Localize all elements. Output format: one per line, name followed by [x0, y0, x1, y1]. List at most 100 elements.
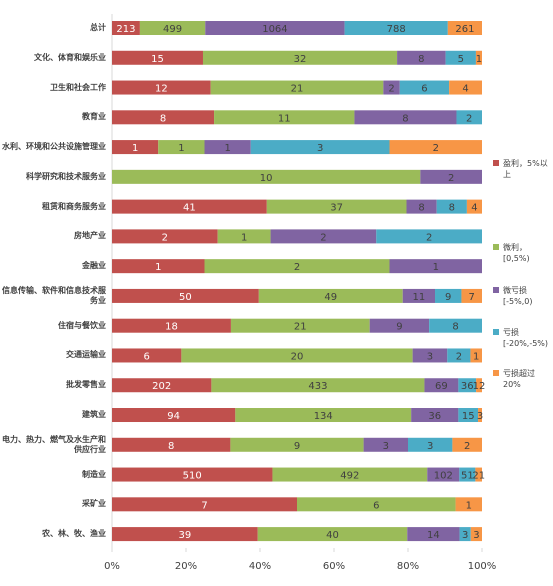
data-label: 2 — [294, 262, 300, 273]
category-label: 制造业 — [82, 469, 106, 479]
bar-segment — [452, 437, 482, 452]
legend-item: 盈利，5%以上 — [493, 158, 551, 180]
data-label: 8 — [449, 203, 455, 214]
legend-text: 微利，[0,5%) — [503, 243, 530, 263]
data-label: 1 — [241, 232, 247, 243]
bar-segment — [112, 378, 212, 393]
data-label: 3 — [473, 530, 479, 541]
data-label: 2 — [464, 441, 470, 452]
bar-segment — [266, 199, 407, 214]
category-label: 采矿业 — [82, 499, 106, 509]
x-tick-label: 40% — [249, 561, 271, 572]
bar-segment — [217, 229, 271, 244]
bar-segment — [112, 21, 140, 35]
data-label: 1 — [178, 143, 184, 154]
bar-segment — [344, 21, 448, 35]
data-label: 2 — [162, 232, 168, 243]
bar-segment — [436, 199, 467, 214]
data-label: 8 — [452, 322, 458, 333]
data-label: 2 — [433, 143, 439, 154]
bar-segment — [257, 527, 408, 542]
data-label: 8 — [160, 113, 166, 124]
category-label: 科学研究和技术服务业 — [26, 171, 106, 181]
category-label: 交通运输业 — [66, 350, 106, 360]
bar-segment — [389, 140, 482, 155]
bar-segment — [458, 378, 477, 393]
data-label: 788 — [387, 24, 406, 35]
bar-segment — [112, 199, 267, 214]
data-label: 4 — [462, 84, 468, 95]
bar-segment — [449, 80, 482, 95]
legend-swatch — [493, 244, 499, 250]
bar-segment — [466, 199, 482, 214]
data-label: 41 — [183, 203, 196, 214]
category-label: 水利、环境和公共设施管理业 — [2, 142, 106, 152]
bar-segment — [112, 288, 259, 303]
bar-segment — [475, 50, 482, 65]
legend-swatch — [493, 287, 499, 293]
data-label: 69 — [435, 381, 448, 392]
data-label: 6 — [373, 500, 379, 511]
bar-segment — [297, 497, 456, 512]
data-label: 1 — [224, 143, 230, 154]
bar-segment — [211, 378, 425, 393]
bar-segment — [369, 318, 430, 333]
data-label: 12 — [155, 84, 168, 95]
bar-segment — [435, 288, 462, 303]
category-label: 批发零售业 — [66, 380, 106, 390]
data-label: 1 — [473, 351, 479, 362]
legend-item: 亏损[-20%,-5%) — [493, 327, 551, 349]
bar-segment — [272, 467, 428, 482]
bar-segment — [475, 467, 482, 482]
data-label: 18 — [165, 322, 178, 333]
data-label: 3 — [427, 351, 433, 362]
bar-segment — [270, 229, 377, 244]
legend-text: 亏损超过20% — [503, 369, 535, 389]
category-label: 总计 — [90, 23, 106, 32]
bar-segment — [139, 21, 206, 35]
bar-segment — [181, 348, 413, 363]
bar-segment — [455, 497, 482, 512]
data-label: 3 — [383, 441, 389, 452]
data-label: 2 — [320, 232, 326, 243]
data-label: 15 — [151, 54, 164, 65]
category-label: 信息传输、软件和信息技术服务业 — [2, 285, 106, 305]
bar-segment — [427, 467, 460, 482]
data-label: 1 — [155, 262, 161, 273]
data-label: 10 — [260, 173, 273, 184]
x-tick-label: 100% — [468, 561, 497, 572]
bar-segment — [214, 110, 355, 125]
bar-segment — [459, 527, 471, 542]
bar-segment — [424, 378, 459, 393]
bar-segment — [112, 497, 297, 512]
bar-segment — [112, 140, 159, 155]
bar-segment — [205, 21, 345, 35]
bar-segment — [470, 527, 482, 542]
data-label: 11 — [278, 113, 291, 124]
data-label: 36 — [461, 381, 474, 392]
legend-item: 亏损超过20% — [493, 368, 551, 390]
legend-text: 盈利，5%以上 — [503, 159, 548, 179]
category-label: 建筑业 — [82, 410, 106, 419]
bar-segment — [376, 229, 482, 244]
data-label: 102 — [434, 471, 453, 482]
bar-segment — [461, 288, 482, 303]
data-label: 50 — [179, 292, 192, 303]
data-label: 21 — [294, 322, 307, 333]
data-label: 3 — [477, 411, 483, 422]
data-label: 7 — [201, 500, 207, 511]
bar-segment — [420, 169, 482, 184]
bar-segment — [363, 437, 408, 452]
data-label: 499 — [163, 24, 182, 35]
data-label: 6 — [421, 84, 427, 95]
data-label: 134 — [314, 411, 333, 422]
bar-segment — [445, 50, 476, 65]
data-label: 14 — [427, 530, 440, 541]
data-label: 12 — [473, 381, 486, 392]
data-label: 2 — [426, 232, 432, 243]
data-label: 21 — [472, 471, 485, 482]
bar-segment — [112, 408, 236, 423]
x-tick-label: 20% — [175, 561, 197, 572]
data-label: 2 — [466, 113, 472, 124]
bar-segment — [411, 408, 459, 423]
